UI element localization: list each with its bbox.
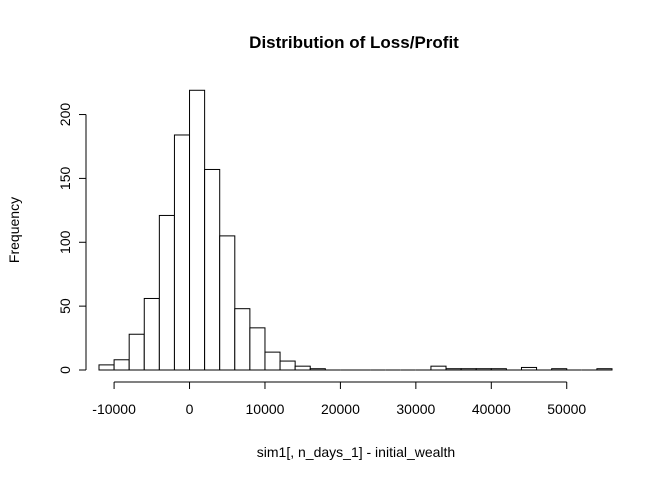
histogram-bar — [189, 89, 206, 371]
histogram-bar — [309, 368, 326, 371]
histogram-bar — [475, 368, 492, 371]
y-axis: 0 50 100 150 200 — [57, 103, 87, 374]
y-tick-label: 50 — [57, 298, 73, 314]
histogram-bar — [596, 368, 613, 371]
y-tick-label: 150 — [57, 167, 73, 191]
histogram-bar — [294, 365, 311, 371]
x-axis-label: sim1[, n_days_1] - initial_wealth — [257, 444, 455, 460]
histogram-bar — [249, 327, 266, 371]
histogram-bar — [551, 368, 568, 371]
x-axis: -10000 0 10000 20000 30000 40000 50000 — [92, 381, 586, 417]
x-tick-label: 40000 — [472, 401, 511, 417]
x-tick-label: 50000 — [547, 401, 586, 417]
histogram-bar — [445, 368, 462, 371]
histogram-bar — [143, 297, 160, 371]
histogram-bar — [460, 368, 477, 371]
histogram-bar — [158, 214, 175, 371]
y-axis-label: Frequency — [6, 197, 22, 263]
histogram-bar — [490, 368, 507, 371]
histogram-bar — [279, 360, 296, 371]
histogram-bars — [98, 89, 613, 371]
histogram-bar — [204, 168, 221, 371]
chart-title: Distribution of Loss/Profit — [249, 33, 459, 52]
y-tick-label: 200 — [57, 103, 73, 127]
histogram-bar — [128, 333, 145, 371]
y-tick-label: 100 — [57, 230, 73, 254]
x-tick-label: 10000 — [246, 401, 285, 417]
x-tick-label: 30000 — [396, 401, 435, 417]
x-tick-label: -10000 — [92, 401, 136, 417]
histogram-bar — [234, 308, 251, 371]
histogram-bar — [520, 366, 538, 371]
histogram-bar — [173, 134, 191, 371]
histogram-bar — [430, 365, 447, 371]
histogram-bar — [264, 351, 281, 371]
histogram-bar — [219, 235, 236, 371]
histogram-bar — [98, 364, 115, 371]
y-tick-label: 0 — [57, 366, 73, 374]
histogram-bar — [113, 359, 130, 371]
x-tick-label: 20000 — [321, 401, 360, 417]
x-tick-label: 0 — [186, 401, 194, 417]
